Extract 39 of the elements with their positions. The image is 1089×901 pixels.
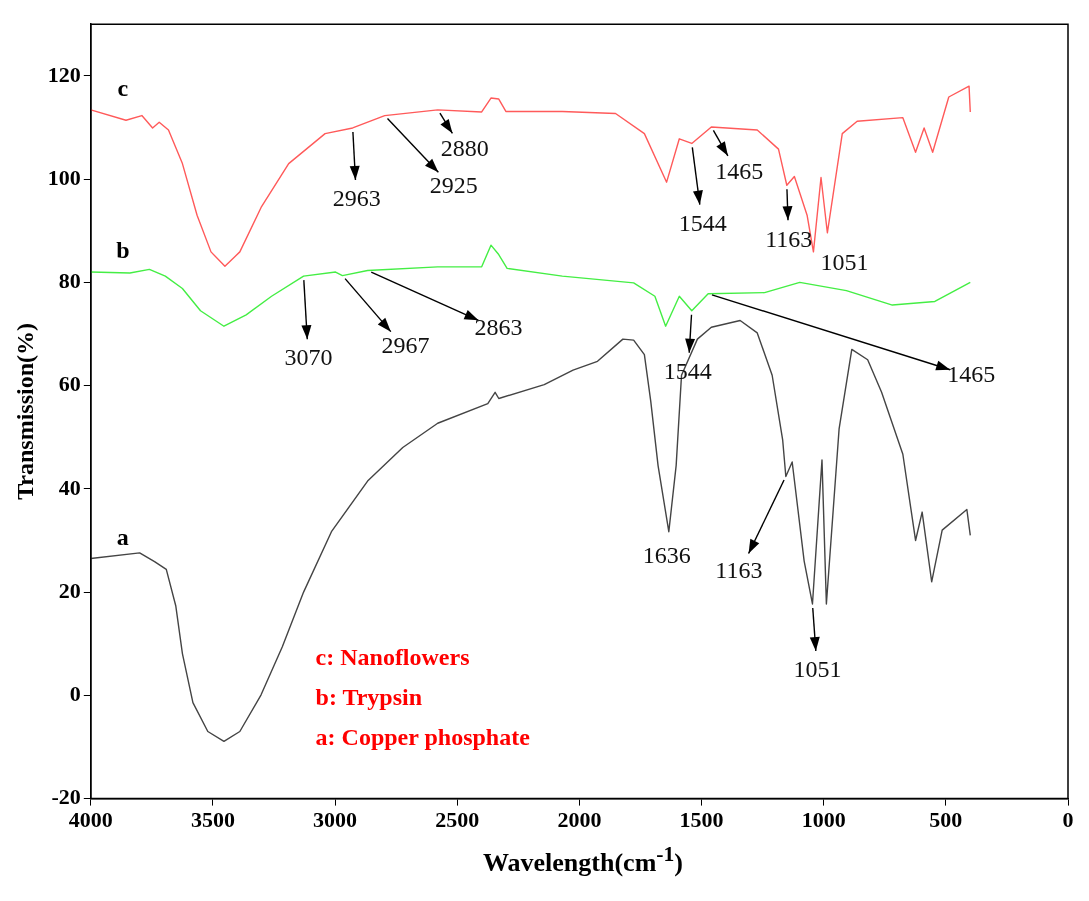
x-tick-label: 3000 bbox=[313, 807, 358, 833]
y-tick-label: 120 bbox=[47, 61, 81, 87]
x-axis-title: Wavelength(cm$^{-1}$) bbox=[482, 842, 684, 878]
y-tick-label: 60 bbox=[58, 371, 81, 397]
series-label: c bbox=[117, 75, 129, 102]
annotation: 1465 bbox=[947, 360, 996, 387]
annotation: 1163 bbox=[765, 225, 813, 252]
y-tick-label: -20 bbox=[51, 784, 81, 810]
annotation: 2863 bbox=[474, 313, 523, 340]
y-tick-label: 20 bbox=[58, 577, 81, 603]
annotation: 1163 bbox=[715, 556, 763, 583]
annotation: 2963 bbox=[332, 185, 381, 212]
x-tick-label: 0 bbox=[1062, 807, 1074, 833]
x-tick-label: 1500 bbox=[679, 807, 724, 833]
y-tick-label: 100 bbox=[47, 164, 81, 190]
x-tick-label: 4000 bbox=[68, 807, 113, 833]
y-axis-title: Transmission(%) bbox=[11, 322, 38, 500]
annotation: 1465 bbox=[715, 158, 764, 185]
annotation: c: Nanoflowers bbox=[315, 643, 470, 670]
y-tick-label: 80 bbox=[58, 268, 81, 294]
x-tick-label: 3500 bbox=[190, 807, 235, 833]
annotation: a: Copper phosphate bbox=[315, 723, 531, 750]
annotation: 1636 bbox=[642, 541, 691, 568]
y-tick-label: 0 bbox=[69, 681, 81, 707]
series-label: b bbox=[116, 237, 130, 264]
annotation: 2967 bbox=[381, 331, 430, 358]
annotation: 1051 bbox=[793, 656, 842, 683]
annotation: 2880 bbox=[440, 135, 489, 162]
x-tick-label: 500 bbox=[929, 807, 963, 833]
annotation: 1544 bbox=[678, 209, 727, 236]
annotation: b: Trypsin bbox=[315, 683, 423, 710]
series-label: a bbox=[116, 523, 129, 550]
annotation: 2925 bbox=[429, 171, 478, 198]
x-tick-label: 2500 bbox=[435, 807, 480, 833]
x-tick-label: 2000 bbox=[557, 807, 602, 833]
x-tick-label: 1000 bbox=[801, 807, 846, 833]
annotation: 1051 bbox=[820, 249, 869, 276]
y-tick-label: 40 bbox=[58, 474, 81, 500]
annotation: 3070 bbox=[284, 344, 333, 371]
